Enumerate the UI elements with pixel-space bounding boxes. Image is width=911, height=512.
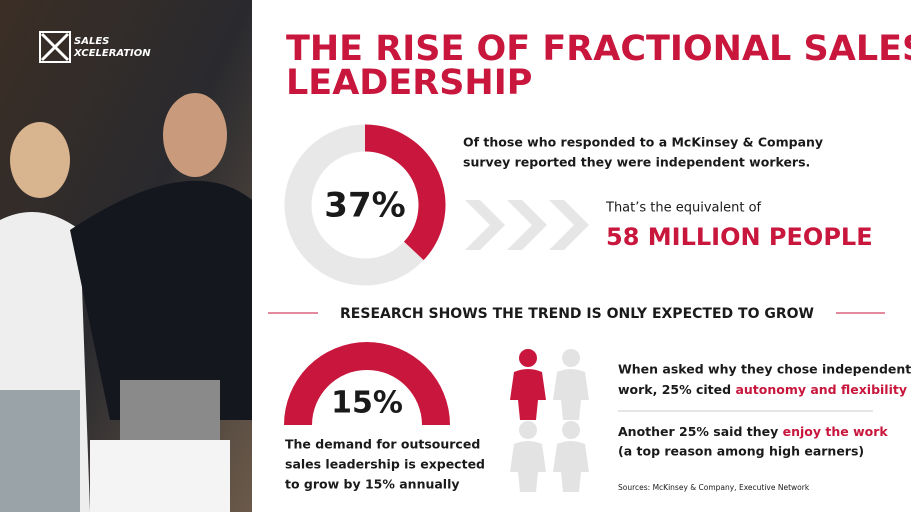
stat-text: When asked why they chose independent: [618, 362, 911, 377]
people-icons: [510, 349, 589, 492]
stat-text: Another 25% said they enjoy the work: [618, 424, 888, 439]
logo-text: SALES: [74, 36, 109, 47]
gauge: [284, 342, 450, 425]
stat-text: work, 25% cited autonomy and flexibility: [618, 382, 907, 397]
stat-text: work, 25% cited: [618, 382, 735, 397]
title: LEADERSHIP: [286, 63, 532, 103]
divider-text: RESEARCH SHOWS THE TREND IS ONLY EXPECTE…: [340, 306, 814, 322]
logo-text: XCELERATION: [73, 48, 151, 59]
title: THE RISE OF FRACTIONAL SALES: [286, 29, 911, 69]
survey-text: Of those who responded to a McKinsey & C…: [463, 135, 823, 150]
stat-highlight: autonomy and flexibility: [735, 382, 907, 397]
demand-text: sales leadership is expected: [285, 457, 485, 472]
donut-arc: [364, 124, 446, 261]
equivalent-highlight: 58 MILLION PEOPLE: [606, 223, 873, 251]
demand-text: The demand for outsourced: [285, 437, 480, 452]
stat-text: (a top reason among high earners): [618, 444, 864, 459]
logo: SALES XCELERATION: [39, 31, 151, 63]
chevrons: [465, 200, 589, 250]
survey-text: survey reported they were independent wo…: [463, 155, 810, 170]
photo: [0, 0, 252, 512]
donut-chart: [284, 124, 446, 286]
demand-text: to grow by 15% annually: [285, 477, 460, 492]
stat-highlight: enjoy the work: [783, 424, 889, 439]
equivalent-intro: That’s the equivalent of: [605, 201, 762, 216]
donut-label: 37%: [324, 186, 405, 226]
stat-text: Another 25% said they: [618, 424, 783, 439]
sources: Sources: McKinsey & Company, Executive N…: [618, 483, 810, 492]
gauge-label: 15%: [331, 386, 403, 421]
